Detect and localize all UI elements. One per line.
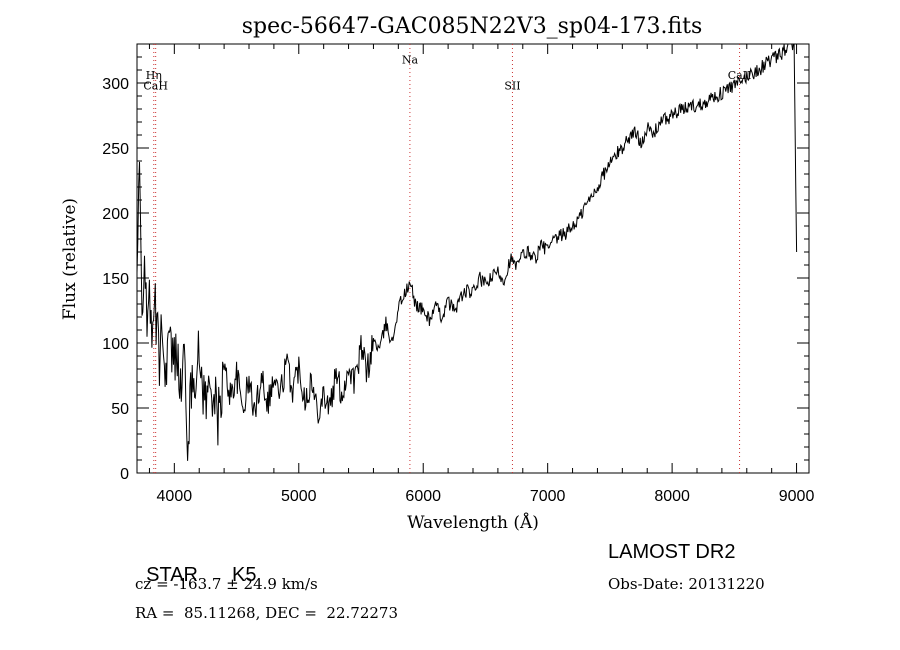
- x-tick-label: 7000: [530, 488, 566, 505]
- spectral-line-label: Hη: [146, 69, 162, 82]
- y-tick-label: 150: [102, 271, 129, 288]
- spectral-line-label: CaII: [728, 69, 752, 82]
- plot-frame: [136, 43, 810, 474]
- x-tick-label: 4000: [157, 488, 193, 505]
- x-tick-label: 8000: [654, 488, 690, 505]
- y-axis: 0 50 100 150 200 250 300: [102, 43, 809, 483]
- y-tick-label: 50: [111, 401, 129, 418]
- y-tick-label: 300: [102, 76, 129, 93]
- subclass-label: K5: [231, 564, 257, 586]
- survey-label: LAMOST DR2: [608, 541, 736, 563]
- class-label: STAR: [146, 564, 198, 586]
- obs-date-text: Obs-Date: 20131220: [608, 575, 765, 593]
- y-tick-label: 0: [120, 466, 129, 483]
- y-tick-label: 200: [102, 206, 129, 223]
- y-tick-label: 250: [102, 141, 129, 158]
- spectral-line-label: Na: [402, 54, 419, 67]
- ra-dec-text: RA = 85.11268, DEC = 22.72273: [135, 604, 399, 622]
- spectral-line-label: SII: [504, 80, 520, 93]
- x-axis: 4000 5000 6000 7000 8000 9000: [148, 44, 815, 505]
- y-tick-label: 100: [102, 336, 129, 353]
- x-axis-label: Wavelength (Å): [407, 512, 539, 533]
- x-tick-label: 9000: [779, 488, 815, 505]
- spectrum-line: [136, 43, 798, 461]
- x-tick-label: 5000: [281, 488, 317, 505]
- y-axis-label: Flux (relative): [60, 198, 80, 320]
- spectral-line-label: CaH: [143, 80, 168, 93]
- x-tick-label: 6000: [405, 488, 441, 505]
- star-class: STAR K5: [135, 541, 256, 587]
- redshift-text: cz = -163.7 ± 24.9 km/s: [135, 575, 318, 593]
- chart-title: spec-56647-GAC085N22V3_sp04-173.fits: [242, 14, 703, 39]
